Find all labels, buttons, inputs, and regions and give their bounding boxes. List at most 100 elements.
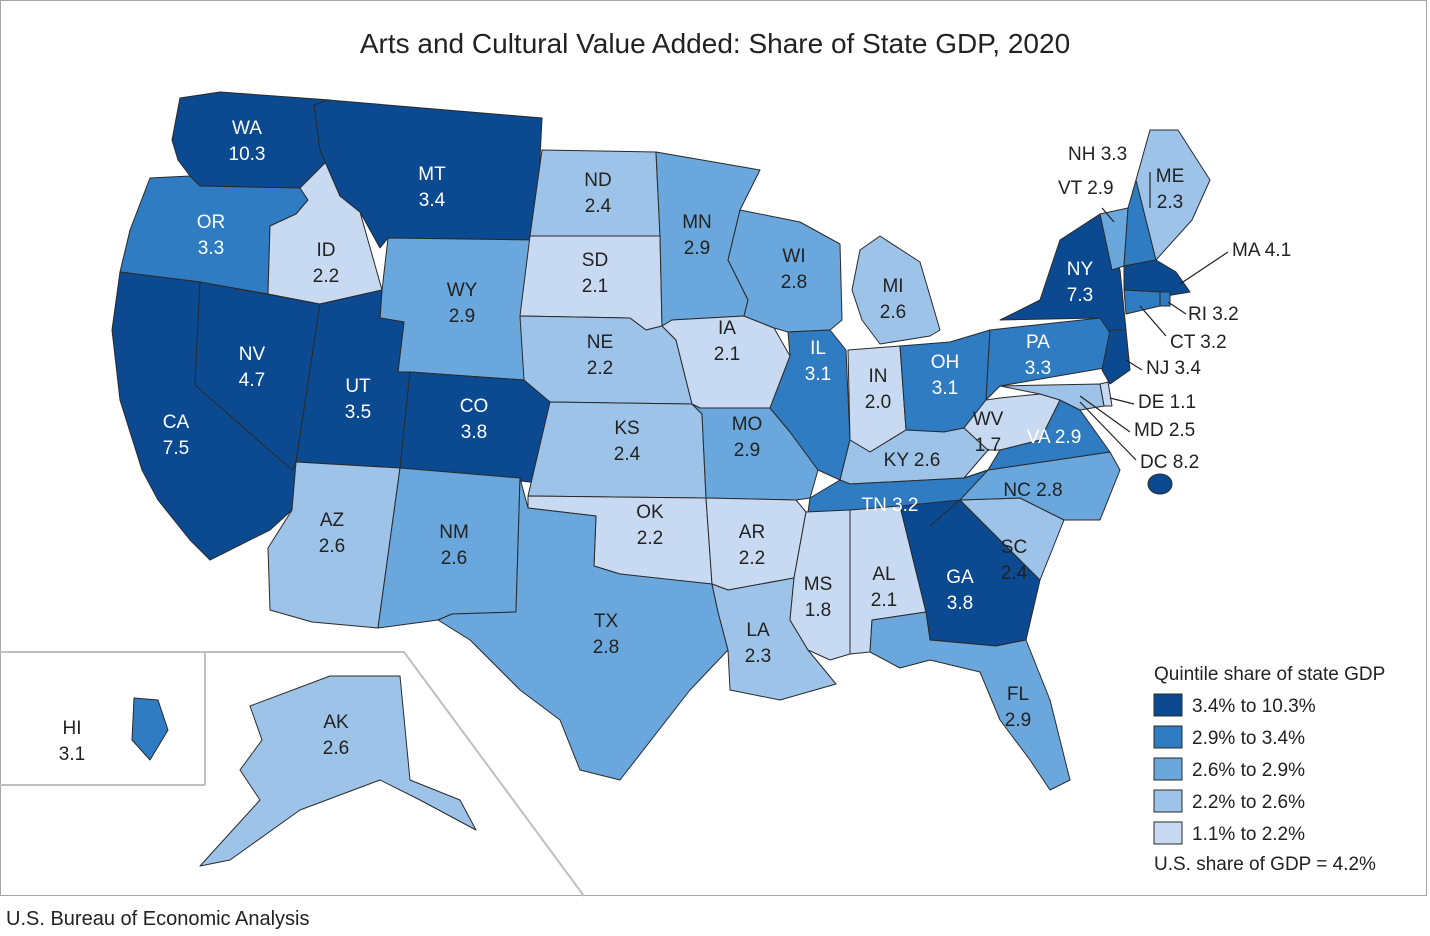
leader-line-md [1079,395,1131,433]
label-va: VA 2.9 [1027,427,1082,448]
label-fl-abbr: FL [1007,684,1029,705]
state-fl [869,611,1071,791]
label-ok-abbr: OK [636,502,664,523]
label-ri: RI 3.2 [1188,304,1239,325]
state-mi [851,235,941,345]
label-ms-value: 1.8 [805,600,831,621]
map-frame [0,0,1427,896]
label-co-abbr: CO [460,396,489,417]
legend-swatch-1 [1153,693,1183,717]
label-wi-value: 2.8 [781,272,807,293]
choropleth-map: WA 10.3 OR 3.3 CA 7.5 NV 4.7 ID 2.2 MT 3.4 WY 2.9 UT 3.… [0,91,1385,897]
label-ks-value: 2.4 [614,444,641,465]
label-nj: NJ 3.4 [1146,358,1201,379]
state-ri [1159,291,1171,307]
legend-label-1: 3.4% to 10.3% [1192,696,1316,717]
label-tx-value: 2.8 [593,637,619,658]
label-ia-abbr: IA [718,318,736,339]
label-mt-abbr: MT [418,164,446,185]
label-ak-value: 2.6 [323,738,349,759]
label-ny-value: 7.3 [1067,285,1093,306]
label-mi-value: 2.6 [880,302,906,323]
label-pa-value: 3.3 [1025,358,1051,379]
label-ga-abbr: GA [946,567,974,588]
label-md: MD 2.5 [1134,420,1195,441]
legend-label-2: 2.9% to 3.4% [1192,728,1305,749]
state-la [711,577,837,701]
label-fl-value: 2.9 [1005,710,1031,731]
label-de: DE 1.1 [1138,392,1196,413]
label-hi-abbr: HI [63,718,82,739]
label-la-abbr: LA [746,620,770,641]
label-mi-abbr: MI [882,276,903,297]
label-wy-value: 2.9 [449,306,475,327]
label-sd-abbr: SD [582,250,608,271]
leader-line-ma [1179,251,1229,285]
label-in-abbr: IN [869,366,888,387]
label-or-value: 3.3 [198,238,224,259]
label-al-value: 2.1 [871,590,897,611]
label-ut-abbr: UT [345,376,371,397]
label-az-value: 2.6 [319,536,345,557]
state-dc-marker [1147,473,1173,495]
label-ny-abbr: NY [1067,259,1094,280]
label-nm-value: 2.6 [441,548,467,569]
label-hi-value: 3.1 [59,744,85,765]
label-mo-value: 2.9 [734,440,760,461]
label-mt-value: 3.4 [419,190,446,211]
leader-line-de [1109,397,1135,405]
label-id-abbr: ID [317,240,336,261]
label-co-value: 3.8 [461,422,487,443]
label-nm-abbr: NM [439,522,469,543]
label-il-abbr: IL [810,338,826,359]
label-ok-value: 2.2 [637,528,663,549]
label-az-abbr: AZ [320,510,345,531]
label-ky: KY 2.6 [884,450,941,471]
leader-line-ri [1167,301,1187,315]
label-ca-value: 7.5 [163,438,189,459]
legend-swatch-3 [1153,757,1183,781]
label-mn-abbr: MN [682,212,712,233]
label-nv-value: 4.7 [239,370,265,391]
legend-label-5: 1.1% to 2.2% [1192,824,1305,845]
label-tn: TN 3.2 [861,495,918,516]
label-oh-abbr: OH [931,352,960,373]
label-nv-abbr: NV [239,344,266,365]
label-ca-abbr: CA [163,412,190,433]
label-al-abbr: AL [872,564,895,585]
inset-border [0,651,585,897]
legend-title: Quintile share of state GDP [1154,664,1385,685]
state-ny [999,213,1127,343]
label-ia-value: 2.1 [714,344,740,365]
state-ar [705,497,807,591]
legend-label-3: 2.6% to 2.9% [1192,760,1305,781]
label-sc-abbr: SC [1001,537,1027,558]
label-tx-abbr: TX [594,611,619,632]
leader-line-ct [1139,305,1167,337]
label-in-value: 2.0 [865,392,891,413]
state-tx [437,477,729,781]
leader-line-nj [1125,359,1143,371]
label-ms-abbr: MS [804,574,833,595]
state-ms [789,509,851,661]
legend: Quintile share of state GDP 3.4% to 10.3%… [1153,664,1385,875]
map-title: Arts and Cultural Value Added: Share of … [359,28,1071,59]
label-wa-abbr: WA [232,118,262,139]
label-ne-value: 2.2 [587,358,613,379]
legend-swatch-2 [1153,725,1183,749]
state-ct [1123,289,1161,315]
state-nd [529,149,661,237]
label-dc: DC 8.2 [1140,452,1199,473]
label-or-abbr: OR [197,212,226,233]
source-note: U.S. Bureau of Economic Analysis [6,908,310,930]
legend-swatch-4 [1153,789,1183,813]
label-nc: NC 2.8 [1003,480,1062,501]
label-sd-value: 2.1 [582,276,608,297]
state-md [999,383,1105,411]
label-ma: MA 4.1 [1232,240,1291,261]
label-wv-value: 1.7 [975,435,1001,456]
label-il-value: 3.1 [805,364,831,385]
state-nc [929,451,1121,527]
state-il [769,329,851,481]
label-ks-abbr: KS [614,418,639,439]
